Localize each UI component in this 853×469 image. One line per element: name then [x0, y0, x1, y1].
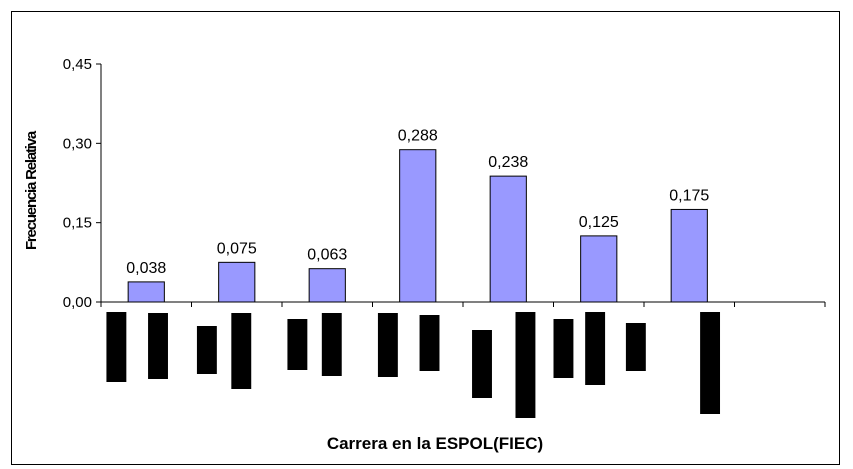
data-label: 0,075: [217, 240, 257, 257]
redaction-block: [106, 312, 127, 382]
data-label: 0,238: [488, 154, 528, 171]
chart-frame: 0,00 0,15 0,30 0,45 0,038 0,075 0,063 0,288 0,2…: [11, 11, 840, 465]
redaction-block: [515, 312, 536, 418]
bar: [489, 175, 527, 303]
y-tick-label: 0,45: [63, 56, 92, 73]
bar: [218, 261, 256, 303]
data-label: 0,125: [579, 214, 619, 231]
y-ticks: [96, 63, 101, 303]
bar: [127, 281, 165, 303]
redaction-block: [625, 323, 646, 371]
redaction-block: [377, 313, 398, 377]
redaction-block: [287, 319, 308, 370]
redaction-block: [196, 326, 217, 374]
x-ticks: [100, 302, 826, 307]
bar: [399, 149, 437, 303]
redacted-category-labels: [106, 312, 721, 418]
bar: [670, 208, 708, 303]
data-label: 0,038: [126, 260, 166, 277]
redaction-block: [231, 313, 252, 389]
y-tick-labels: 0,00 0,15 0,30 0,45: [63, 56, 92, 311]
x-axis-label: Carrera en la ESPOL(FIEC): [327, 434, 543, 453]
redaction-block: [472, 330, 492, 398]
bar: [308, 268, 346, 303]
data-labels: 0,038 0,075 0,063 0,288 0,238 0,125 0,175: [126, 128, 709, 277]
y-axis-label: Frecuencia Relativa: [23, 130, 40, 250]
y-tick-label: 0,30: [63, 135, 92, 152]
redaction-block: [321, 313, 342, 376]
data-label: 0,288: [398, 128, 438, 145]
bars: [127, 149, 708, 303]
data-label: 0,063: [307, 247, 347, 264]
redaction-block: [553, 319, 574, 378]
data-label: 0,175: [669, 187, 709, 204]
redaction-block: [148, 313, 168, 379]
redaction-block: [419, 315, 440, 371]
bar-chart: 0,00 0,15 0,30 0,45 0,038 0,075 0,063 0,288 0,2…: [23, 56, 826, 453]
redaction-block: [700, 312, 721, 414]
redaction-block: [585, 312, 606, 385]
y-tick-label: 0,00: [63, 294, 92, 311]
bar: [580, 235, 618, 303]
y-tick-label: 0,15: [63, 215, 92, 232]
